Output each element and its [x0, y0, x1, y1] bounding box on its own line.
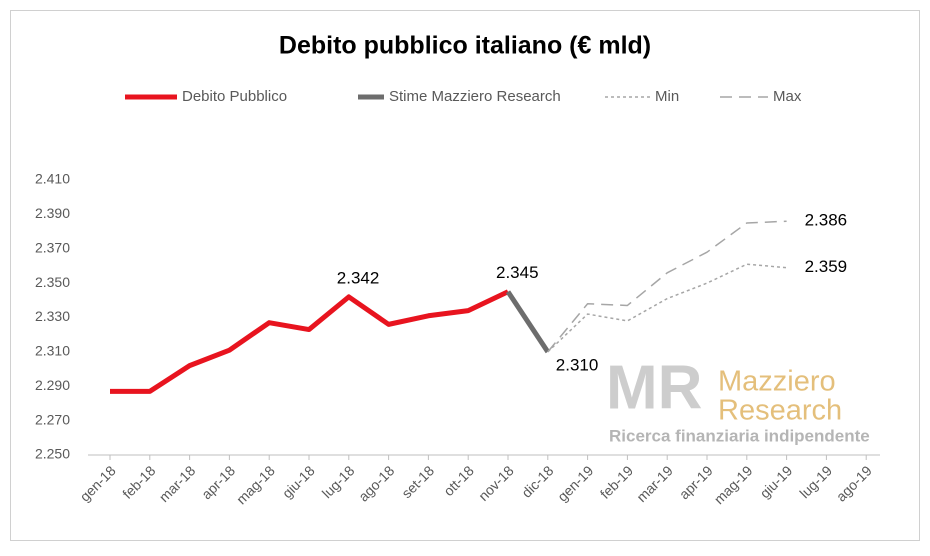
data-label: 2.359 [805, 257, 848, 276]
watermark-name: Research [718, 395, 842, 427]
y-tick-label: 2.270 [35, 411, 70, 427]
y-tick-label: 2.290 [35, 377, 70, 393]
watermark-name: Mazziero [718, 366, 836, 398]
series-line [547, 263, 787, 353]
legend-label: Stime Mazziero Research [389, 88, 561, 105]
y-tick-label: 2.310 [35, 343, 70, 359]
series-line [505, 290, 550, 354]
legend-label: Min [655, 88, 679, 105]
y-tick-label: 2.250 [35, 446, 70, 462]
y-tick-label: 2.390 [35, 205, 70, 221]
data-label: 2.386 [805, 211, 848, 230]
legend-label: Max [773, 88, 802, 105]
data-label: 2.342 [337, 268, 380, 287]
watermark: MR Mazziero Research Ricerca finanziaria… [606, 353, 870, 445]
series-line [110, 289, 510, 394]
legend-label: Debito Pubblico [182, 88, 287, 105]
y-tick-label: 2.370 [35, 239, 70, 255]
chart-title: Debito pubblico italiano (€ mld) [279, 32, 651, 60]
y-tick-label: 2.350 [35, 274, 70, 290]
watermark-logo: MR [606, 353, 702, 422]
watermark-tagline: Ricerca finanziaria indipendente [609, 426, 870, 445]
data-label: 2.310 [556, 355, 599, 374]
series-line [547, 220, 787, 353]
y-tick-label: 2.330 [35, 308, 70, 324]
data-label: 2.345 [496, 263, 539, 282]
y-tick-label: 2.410 [35, 171, 70, 187]
